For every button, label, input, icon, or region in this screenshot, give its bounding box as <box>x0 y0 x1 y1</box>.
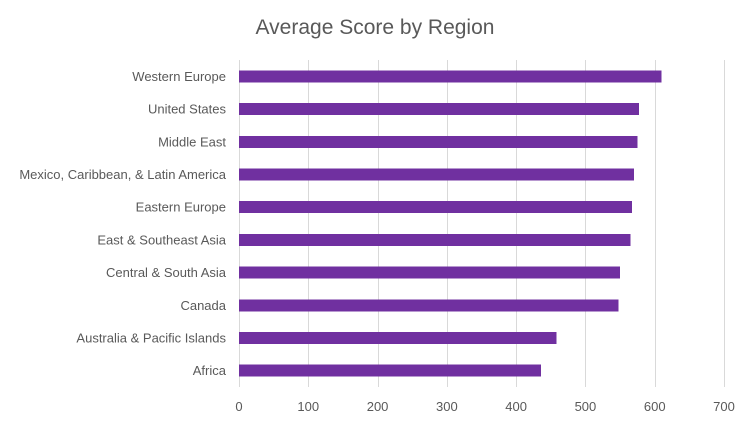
x-tick-label: 500 <box>575 399 597 414</box>
category-label: Middle East <box>158 134 226 149</box>
x-tick-labels: 0 100 200 300 400 500 600 700 <box>235 399 734 414</box>
category-labels: Western Europe United States Middle East Me… <box>19 69 226 378</box>
category-label: Central & South Asia <box>106 265 227 280</box>
category-label: Western Europe <box>132 69 226 84</box>
x-tick-label: 600 <box>644 399 666 414</box>
x-tick-label: 700 <box>713 399 735 414</box>
bar <box>239 168 634 181</box>
category-label: Mexico, Caribbean, & Latin America <box>19 167 226 182</box>
x-tick-label: 0 <box>235 399 242 414</box>
category-label: Eastern Europe <box>136 200 226 215</box>
bar <box>239 364 542 377</box>
bars <box>239 70 662 377</box>
chart-title: Average Score by Region <box>256 16 495 39</box>
bar <box>239 331 557 344</box>
bar <box>239 299 619 312</box>
category-label: Australia & Pacific Islands <box>76 330 226 345</box>
bar <box>239 266 621 279</box>
x-tick-label: 400 <box>505 399 527 414</box>
bar <box>239 135 638 148</box>
bar <box>239 201 632 214</box>
category-label: United States <box>148 102 227 117</box>
category-label: Africa <box>193 363 227 378</box>
x-tick-label: 200 <box>367 399 389 414</box>
x-tick-label: 300 <box>436 399 458 414</box>
x-tick-label: 100 <box>297 399 319 414</box>
bar <box>239 233 631 246</box>
bar <box>239 103 639 116</box>
bar <box>239 70 662 83</box>
category-label: East & Southeast Asia <box>97 232 226 247</box>
category-label: Canada <box>180 298 226 313</box>
